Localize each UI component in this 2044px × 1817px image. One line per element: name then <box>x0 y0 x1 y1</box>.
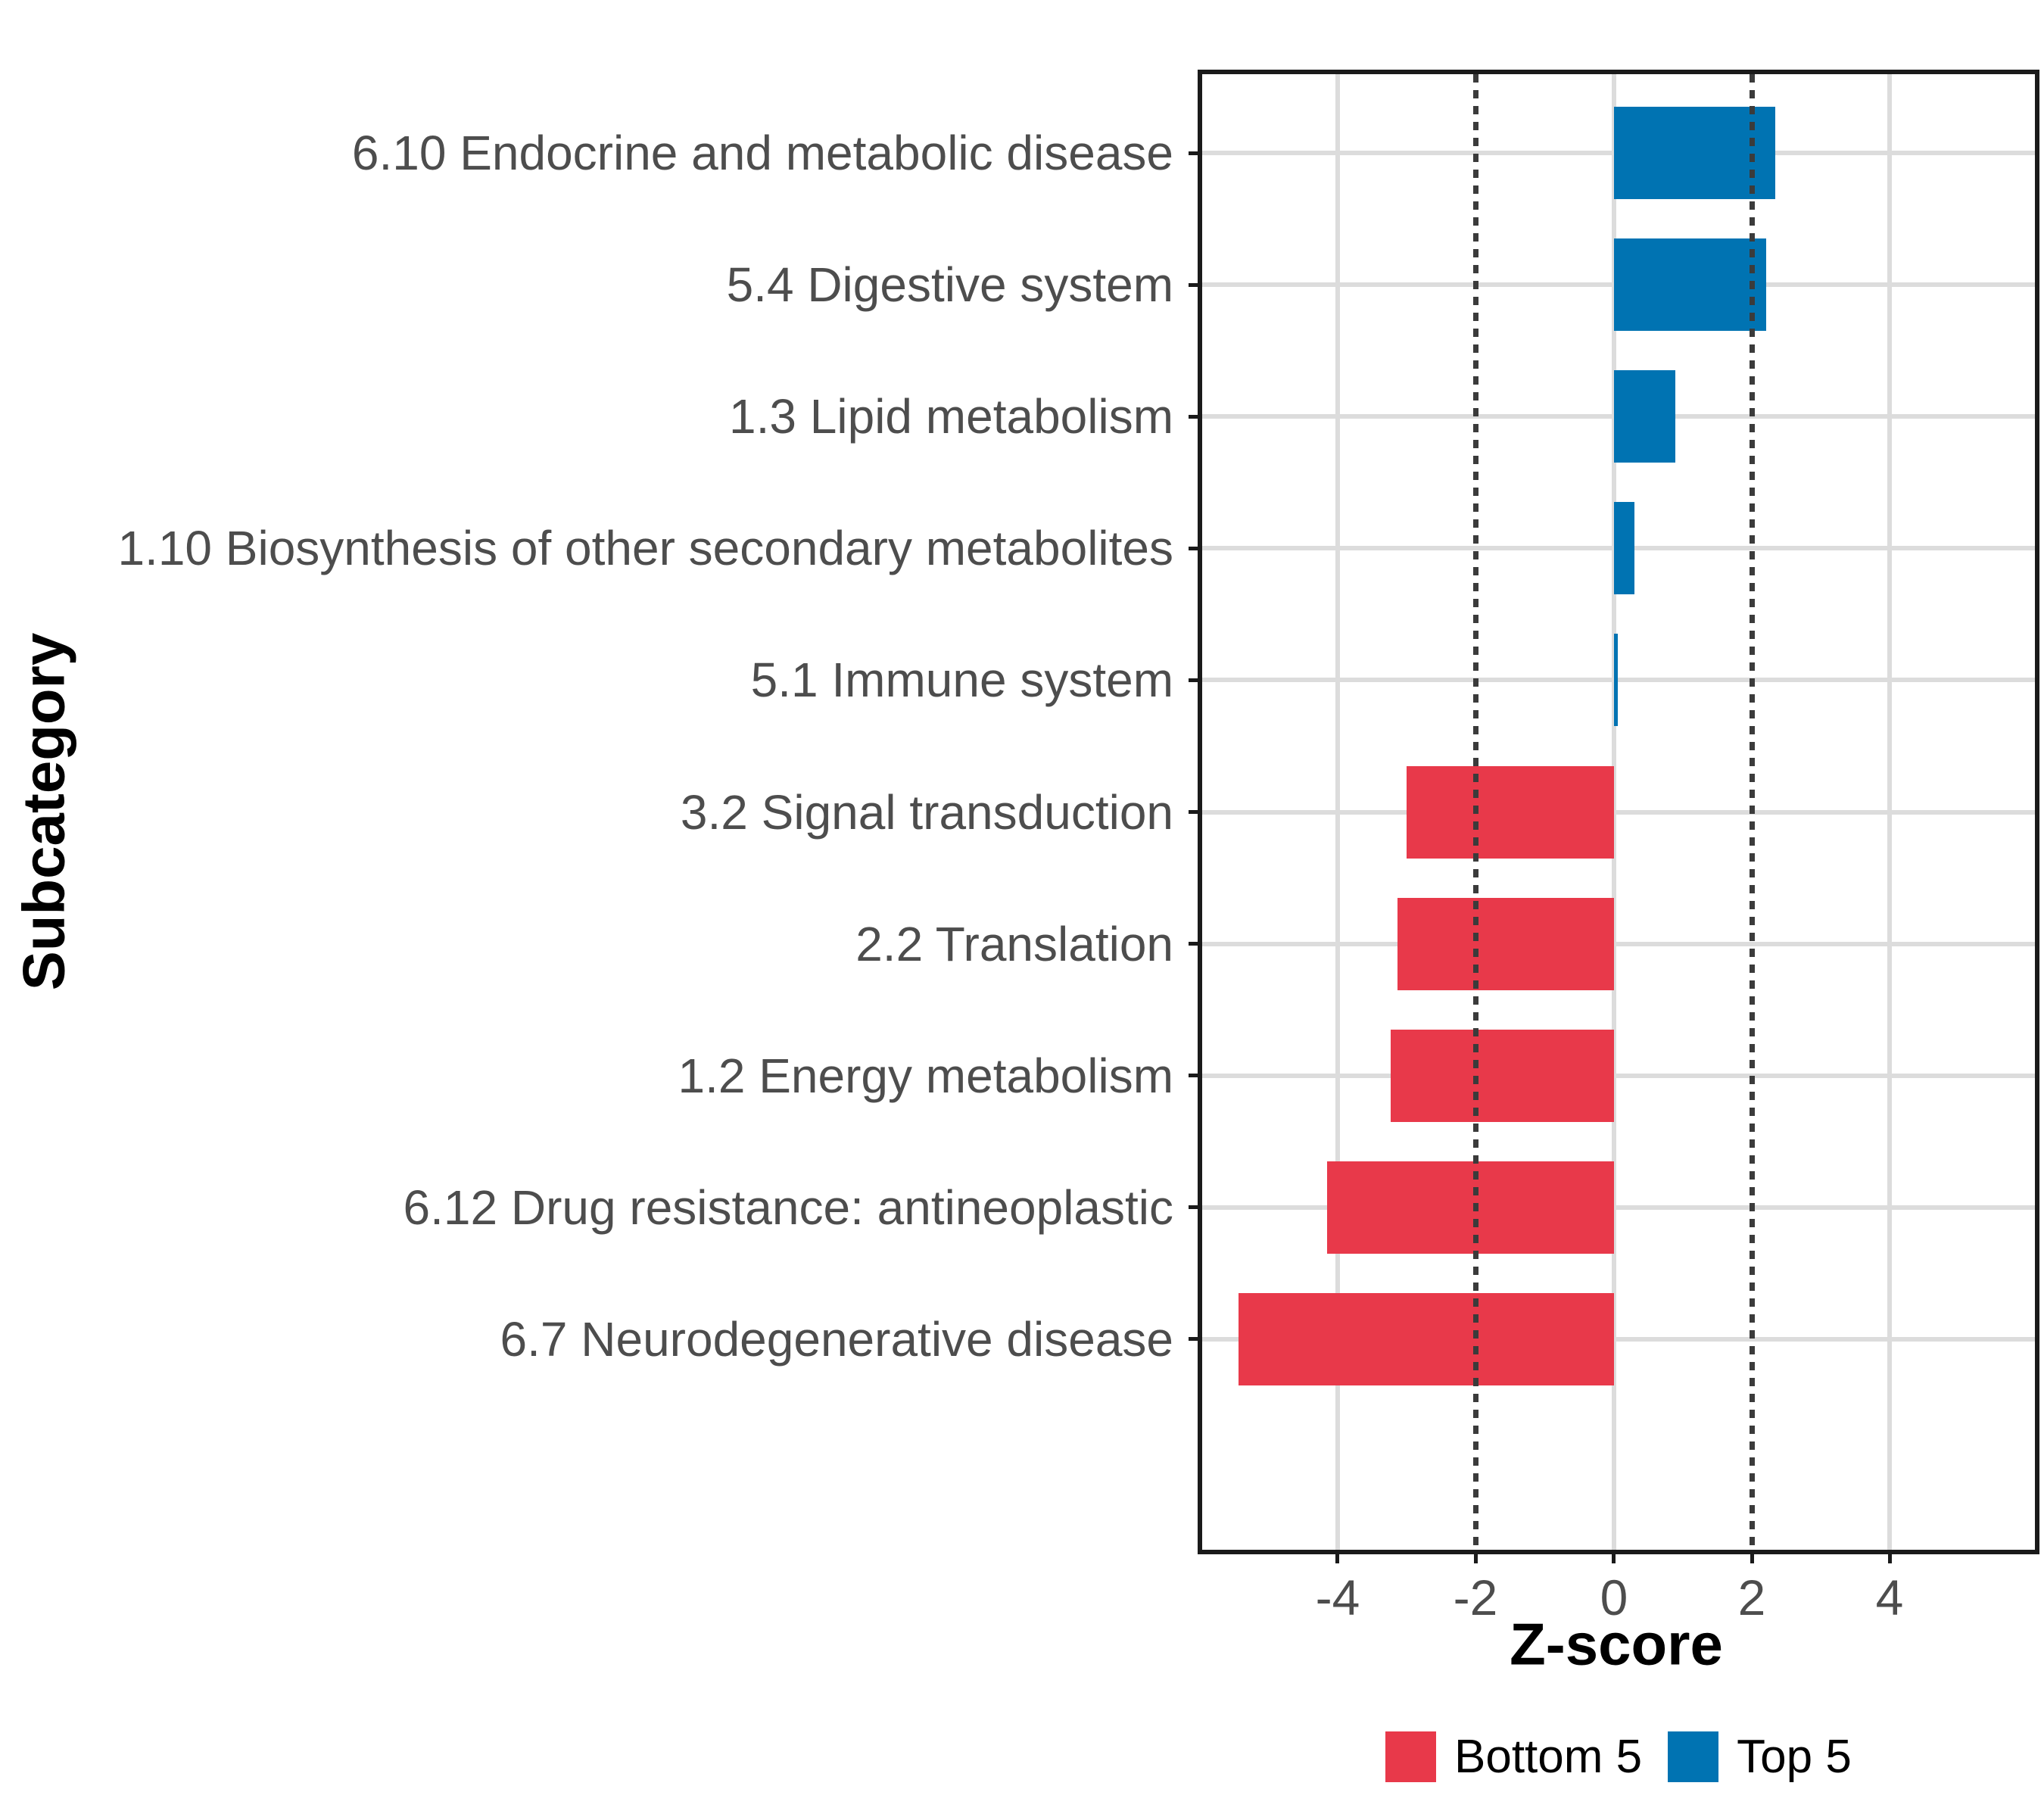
y-axis-tick <box>1189 678 1198 682</box>
y-axis-label: 6.10 Endocrine and metabolic disease <box>351 126 1173 180</box>
y-axis-label: 1.3 Lipid metabolism <box>729 389 1173 444</box>
bar-top5 <box>1613 238 1767 331</box>
y-axis-tick <box>1189 810 1198 814</box>
plot-panel <box>1198 70 2039 1554</box>
y-axis-label: 5.4 Digestive system <box>726 257 1173 312</box>
bar-bottom5 <box>1327 1161 1614 1254</box>
bar-bottom5 <box>1391 1030 1614 1122</box>
y-axis-tick <box>1189 942 1198 946</box>
x-axis-tick <box>1750 1554 1754 1563</box>
gridline-vertical <box>1335 74 1340 1550</box>
gridline-horizontal <box>1202 1205 2035 1210</box>
y-axis-label: 6.7 Neurodegenerative disease <box>500 1312 1174 1367</box>
x-axis-tick <box>1474 1554 1478 1563</box>
legend: Bottom 5 Top 5 <box>1385 1730 1852 1784</box>
reference-line-dotted <box>1749 74 1755 1550</box>
y-axis-label: 6.12 Drug resistance: antineoplastic <box>403 1180 1173 1235</box>
gridline-horizontal <box>1202 1073 2035 1078</box>
legend-item-bottom5: Bottom 5 <box>1385 1730 1642 1784</box>
x-axis-tick <box>1335 1554 1339 1563</box>
x-axis-title: Z-score <box>1510 1610 1723 1678</box>
y-axis-tick <box>1189 283 1198 287</box>
x-axis-tick-label: 0 <box>1600 1569 1628 1625</box>
y-axis-label: 3.2 Signal transduction <box>680 785 1173 840</box>
gridline-vertical <box>1887 74 1893 1550</box>
legend-swatch-top5 <box>1668 1731 1719 1782</box>
y-axis-tick <box>1189 415 1198 419</box>
y-axis-label: 1.2 Energy metabolism <box>678 1049 1173 1103</box>
legend-item-top5: Top 5 <box>1668 1730 1852 1784</box>
y-axis-tick <box>1189 547 1198 550</box>
y-axis-tick <box>1189 1205 1198 1209</box>
y-axis-label: 5.1 Immune system <box>750 653 1173 707</box>
legend-swatch-bottom5 <box>1385 1731 1436 1782</box>
bar-top5 <box>1613 107 1776 199</box>
bar-top5 <box>1613 370 1675 463</box>
reference-line-dotted <box>1472 74 1478 1550</box>
gridline-vertical <box>1611 74 1616 1550</box>
gridline-horizontal <box>1202 1336 2035 1342</box>
y-axis-tick <box>1189 1074 1198 1077</box>
x-axis-tick-label: 4 <box>1875 1569 1904 1625</box>
bar-top5 <box>1613 634 1619 726</box>
legend-label-top5: Top 5 <box>1737 1731 1852 1783</box>
x-axis-tick-label: 2 <box>1737 1569 1766 1625</box>
x-axis-tick-label: -2 <box>1453 1569 1498 1625</box>
x-axis-tick-label: -4 <box>1315 1569 1360 1625</box>
x-axis-tick <box>1888 1554 1892 1563</box>
gridline-horizontal <box>1202 941 2035 946</box>
y-axis-tick <box>1189 1337 1198 1341</box>
y-axis-tick <box>1189 151 1198 155</box>
gridline-horizontal <box>1202 678 2035 683</box>
x-axis-tick <box>1612 1554 1616 1563</box>
bar-bottom5 <box>1406 766 1614 859</box>
y-axis-label: 2.2 Translation <box>855 917 1173 971</box>
bar-top5 <box>1613 502 1634 594</box>
bar-bottom5 <box>1239 1293 1614 1385</box>
bar-bottom5 <box>1397 898 1614 990</box>
legend-label-bottom5: Bottom 5 <box>1454 1731 1643 1783</box>
y-axis-label: 1.10 Biosynthesis of other secondary met… <box>117 521 1173 575</box>
gridline-horizontal <box>1202 809 2035 815</box>
